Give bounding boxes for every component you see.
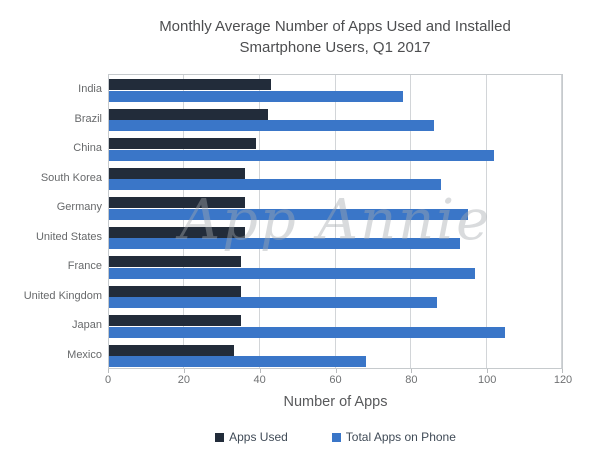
legend-item-apps-used: Apps Used [215,430,288,444]
bar-row-united-kingdom [109,282,562,312]
x-tick-mark [335,369,337,373]
category-label: United Kingdom [23,289,102,302]
bar-row-mexico [109,341,562,371]
legend-swatch-icon [331,432,341,442]
bar-row-south-korea [109,164,562,194]
y-axis-labels: India Brazil China South Korea Germany United… [0,74,102,369]
x-tick-label: 80 [405,374,418,386]
category-label: United States [35,230,102,243]
x-tick-mark [259,369,261,373]
chart-title-line2: Smartphone Users, Q1 2017 [239,39,431,56]
x-axis-title: Number of Apps [283,394,388,410]
bar-total-apps-on-phone [109,179,442,190]
legend-item-total-apps-on-phone: Total Apps on Phone [331,430,456,444]
bar-total-apps-on-phone [109,356,366,367]
bar-row-india [109,75,562,105]
bar-apps-used [109,197,245,208]
x-tick-mark [487,369,489,373]
category-label: Japan [72,319,102,331]
bar-row-china [109,134,562,164]
x-tick-mark [411,369,413,373]
bar-row-germany [109,193,562,223]
gridline-120 [561,75,562,368]
bar-apps-used [109,256,242,267]
bar-row-france [109,252,562,282]
bar-row-brazil [109,105,562,135]
bar-total-apps-on-phone [109,208,468,220]
x-tick-label: 100 [477,374,497,386]
bar-row-united-states [109,223,562,253]
bar-total-apps-on-phone [109,238,461,249]
bar-apps-used [109,315,242,326]
bar-total-apps-on-phone [109,90,404,102]
gridline-60 [334,75,336,368]
category-label: France [67,260,102,272]
bar-apps-used [109,138,257,149]
bar-total-apps-on-phone [109,267,476,279]
bar-apps-used [109,226,245,238]
gridline-100 [485,75,487,368]
bar-total-apps-on-phone [109,120,434,131]
category-label: Brazil [74,112,102,125]
x-tick-label: 0 [104,374,112,386]
x-axis-tick-labels: 0 20 40 60 80 100 120 [104,374,572,388]
bar-apps-used [109,344,234,356]
plot-area [108,74,563,369]
x-tick-label: 20 [177,374,190,386]
bar-apps-used [109,79,272,90]
category-label: China [73,142,102,154]
bar-total-apps-on-phone [109,149,495,161]
legend-label: Total Apps on Phone [345,430,456,444]
bar-apps-used [109,285,242,297]
category-label: South Korea [40,171,102,184]
bar-apps-used [109,167,245,179]
legend-label: Apps Used [229,430,288,444]
chart-title: Monthly Average Number of Apps Used and … [70,16,600,58]
x-tick-label: 120 [553,374,573,386]
bar-total-apps-on-phone [109,297,438,308]
chart-title-line1: Monthly Average Number of Apps Used and … [159,18,511,35]
gridline-40 [258,75,260,368]
x-tick-mark [183,369,185,373]
x-tick-mark [562,369,563,373]
x-tick-label: 40 [253,374,266,386]
x-tick-label: 60 [329,374,342,386]
legend: Apps Used Total Apps on Phone [108,430,563,444]
category-label: Mexico [67,348,102,361]
bar-row-japan [109,311,562,341]
category-label: India [78,83,102,95]
gridline-20 [183,75,185,368]
bar-total-apps-on-phone [109,326,506,338]
legend-swatch-icon [215,432,225,442]
category-label: Germany [56,201,102,213]
gridline-80 [409,75,411,368]
x-tick-mark [108,369,109,373]
bar-apps-used [109,108,268,120]
